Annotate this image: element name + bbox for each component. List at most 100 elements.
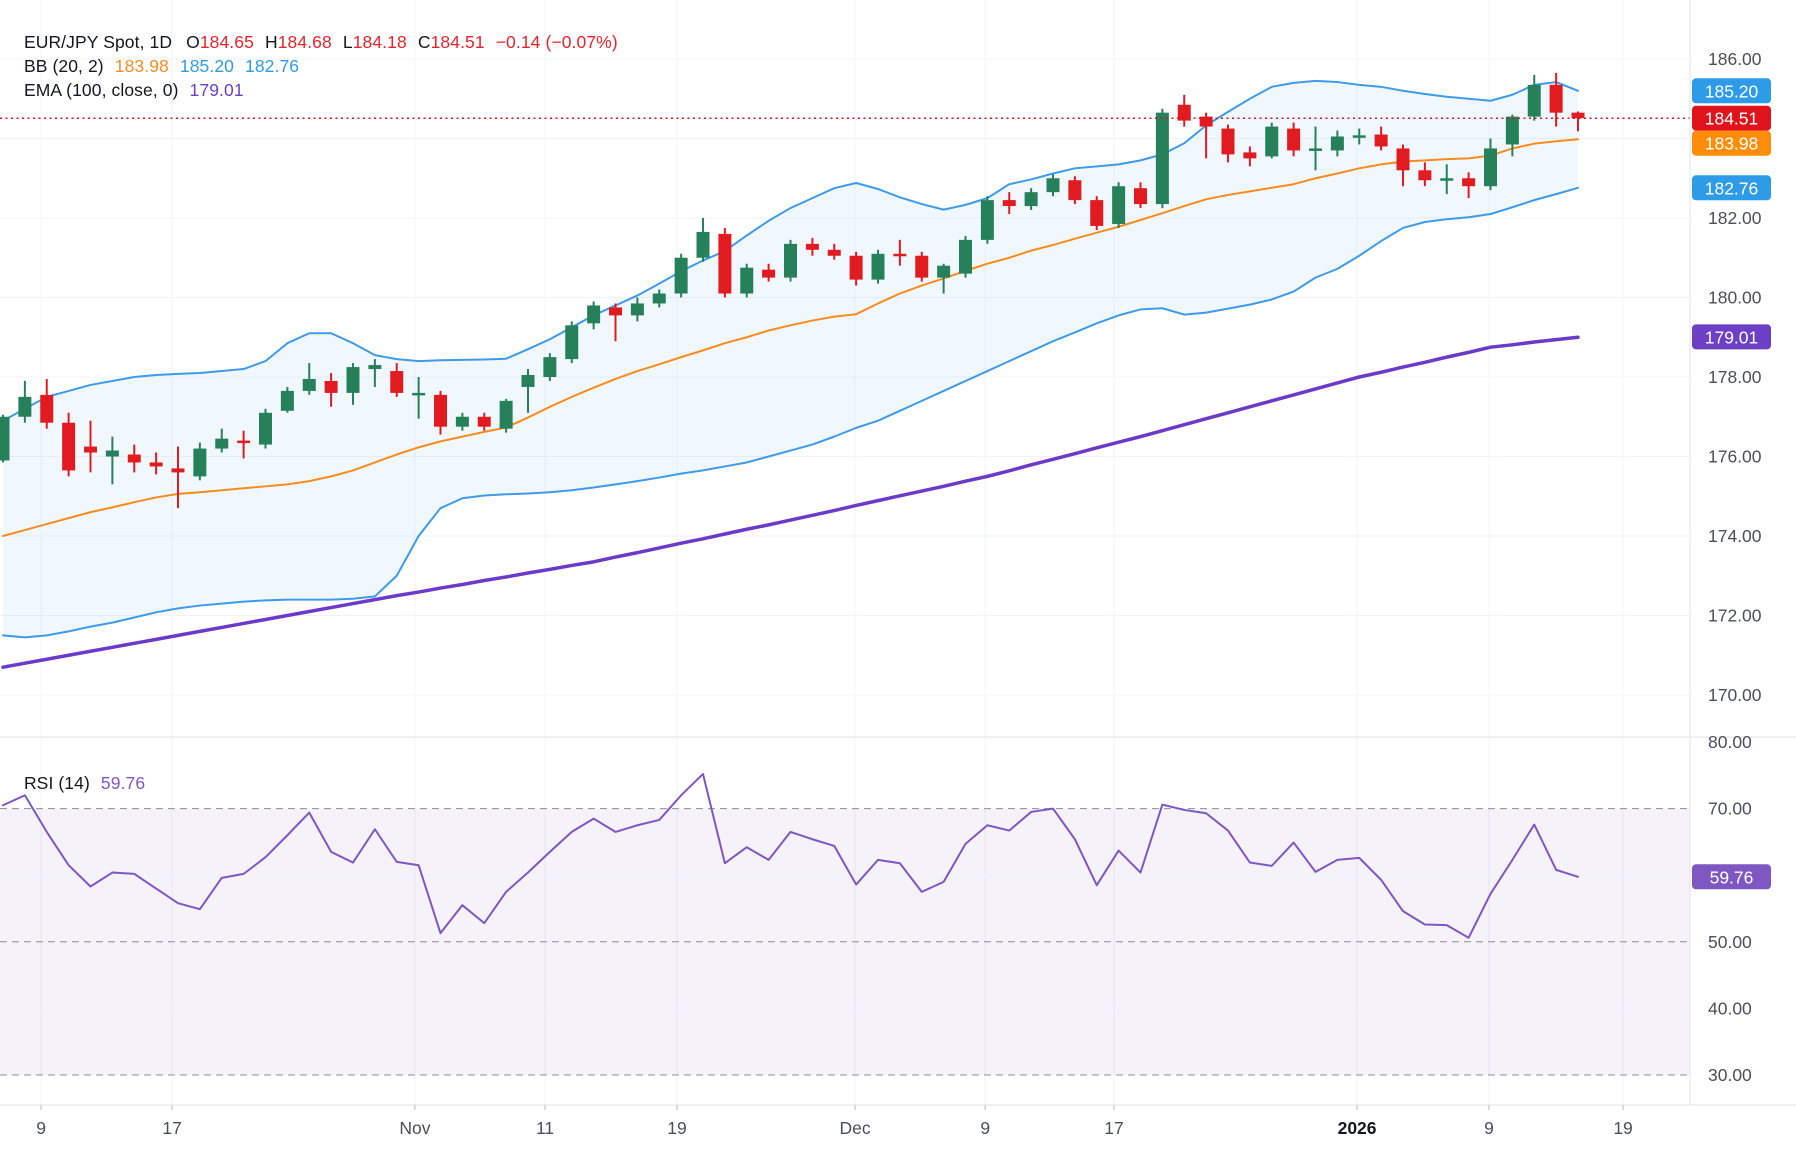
candle-body (412, 392, 426, 396)
candle-body (193, 448, 207, 477)
candle-body (652, 293, 666, 304)
candle-body (259, 412, 272, 445)
candle-body (1287, 128, 1301, 151)
candle-body (1046, 178, 1060, 193)
candle-body (127, 454, 141, 463)
candle-body (62, 422, 76, 471)
time-axis-label: 17 (1104, 1118, 1123, 1138)
candle-body (849, 255, 863, 280)
candle-body (543, 357, 557, 377)
candle-body (1330, 136, 1344, 151)
rsi-value: 59.76 (100, 773, 146, 793)
time-axis[interactable]: 9 17 Nov 11 19 Dec 9 17 2026 9 19 (36, 1105, 1633, 1138)
axis-badges[interactable]: 185.20 184.51 183.98 182.76 179.01 59.76 (1692, 78, 1771, 890)
candle-body (1112, 186, 1126, 224)
candle-body (1177, 104, 1191, 121)
price-badge-label: 185.20 (1705, 81, 1759, 101)
candle-body (609, 307, 622, 316)
candle-body (346, 367, 360, 393)
candle-body (368, 365, 382, 370)
price-axis-label: 30.00 (1708, 1065, 1752, 1085)
candle-body (740, 267, 754, 294)
price-badge-label: 182.76 (1705, 178, 1759, 198)
candle-body (630, 303, 644, 316)
price-badge (1692, 78, 1771, 104)
candle-body (1199, 116, 1213, 127)
candle-body (302, 378, 316, 391)
ohlc-high-label: H (264, 32, 278, 52)
price-axis-label: 176.00 (1708, 447, 1762, 467)
candle-body (521, 375, 535, 387)
candle-body (215, 438, 229, 449)
rsi-line (2, 772, 1579, 939)
ohlc-close-value: 184.51 (430, 32, 485, 52)
price-axis-label: 80.00 (1708, 732, 1752, 752)
candle-body (1134, 188, 1147, 205)
price-axis-label: 182.00 (1708, 208, 1762, 228)
price-badge (1692, 105, 1771, 131)
candle-body (784, 243, 797, 278)
price-badge (1692, 864, 1771, 890)
price-axis-label: 40.00 (1708, 998, 1752, 1018)
candle-body (1527, 84, 1541, 117)
candle-body (1352, 135, 1366, 138)
price-axis-label: 186.00 (1708, 49, 1762, 69)
rsi-band-background (0, 808, 1690, 1076)
candle-body (1396, 148, 1410, 171)
rsi-indicator-label[interactable]: RSI (14) (23, 773, 90, 793)
candle-body (477, 416, 491, 427)
candle-body (280, 390, 294, 411)
time-axis-label: Nov (399, 1118, 430, 1138)
bb-mid-value: 183.98 (114, 56, 169, 76)
symbol-title[interactable]: EUR/JPY Spot, 1D (23, 32, 173, 52)
candle-body (959, 239, 972, 274)
ohlc-open-value: 184.65 (199, 32, 254, 52)
price-badge-label: 184.51 (1705, 109, 1759, 129)
price-badge (1692, 175, 1771, 201)
time-axis-label: 2026 (1338, 1118, 1377, 1138)
price-axis[interactable]: 186.00 182.00 180.00 178.00 176.00 174.00 172.… (1708, 49, 1762, 1085)
candle-body (455, 416, 469, 427)
candle-body (0, 416, 10, 461)
candle-body (105, 450, 119, 457)
candle-body (149, 462, 163, 467)
candle-body (1505, 116, 1519, 145)
candle-body (893, 253, 907, 257)
candle-body (587, 305, 601, 324)
bb-lower-value: 182.76 (245, 56, 300, 76)
legend-row-ema: EMA (100, close, 0) 179.01 (14, 59, 255, 101)
candle-body (937, 265, 951, 278)
candle-body (805, 243, 819, 250)
candlestick-series[interactable] (0, 72, 1585, 509)
bb-indicator-label[interactable]: BB (20, 2) (23, 56, 104, 76)
price-badge-label: 179.01 (1705, 327, 1759, 347)
ema-line (1, 335, 1580, 669)
candle-body (1155, 112, 1169, 205)
candle-body (1549, 84, 1563, 113)
ohlc-close-label: C (417, 32, 431, 52)
candle-body (171, 468, 185, 473)
candle-body (674, 257, 688, 294)
candle-body (871, 253, 885, 280)
candle-body (1309, 148, 1322, 151)
candle-body (1571, 112, 1585, 119)
time-axis-label: 9 (36, 1118, 46, 1138)
candle-body (1221, 128, 1235, 155)
candle-body (1418, 170, 1432, 181)
candle-body (1440, 178, 1454, 181)
legend-row-rsi: RSI (14) 59.76 (14, 752, 156, 794)
ema-indicator-label[interactable]: EMA (100, close, 0) (23, 80, 179, 100)
ohlc-open-label: O (186, 32, 200, 52)
candle-body (980, 200, 994, 240)
price-badge (1692, 324, 1771, 350)
bb-upper-value: 185.20 (179, 56, 235, 76)
candle-body (18, 396, 32, 417)
candle-body (1090, 200, 1104, 226)
candle-body (718, 233, 732, 294)
price-axis-label: 180.00 (1708, 288, 1762, 308)
time-axis-label: 19 (1613, 1118, 1632, 1138)
candle-body (762, 269, 776, 278)
time-axis-label: 9 (1484, 1118, 1494, 1138)
candle-body (324, 380, 338, 393)
